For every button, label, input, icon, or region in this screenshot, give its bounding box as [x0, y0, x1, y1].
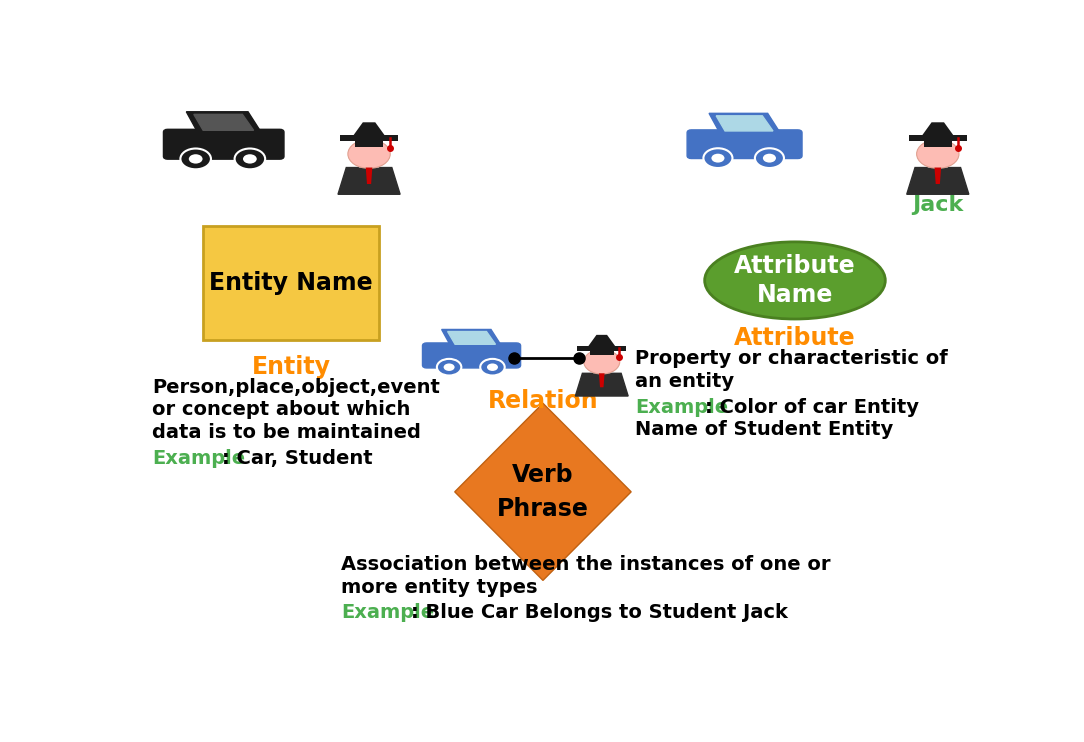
Polygon shape [340, 136, 398, 141]
Polygon shape [353, 122, 385, 136]
Polygon shape [359, 160, 379, 168]
FancyBboxPatch shape [164, 129, 284, 160]
Ellipse shape [705, 242, 886, 319]
Polygon shape [448, 332, 495, 344]
Circle shape [487, 364, 498, 371]
Circle shape [584, 349, 620, 374]
Polygon shape [590, 350, 614, 355]
Polygon shape [922, 122, 954, 136]
Polygon shape [441, 329, 502, 346]
Polygon shape [906, 168, 969, 194]
Text: or concept about which: or concept about which [152, 401, 411, 419]
Text: Name of Student Entity: Name of Student Entity [635, 421, 893, 439]
Polygon shape [599, 373, 605, 387]
Text: data is to be maintained: data is to be maintained [152, 423, 422, 442]
Text: Property or characteristic of: Property or characteristic of [635, 349, 948, 368]
Text: more entity types: more entity types [341, 577, 538, 597]
Polygon shape [186, 112, 261, 132]
Circle shape [480, 359, 505, 375]
Text: : Blue Car Belongs to Student Jack: : Blue Car Belongs to Student Jack [411, 603, 788, 623]
Polygon shape [717, 116, 773, 131]
Polygon shape [365, 168, 373, 184]
Polygon shape [455, 404, 631, 580]
FancyBboxPatch shape [423, 343, 520, 368]
Text: Attribute: Attribute [734, 326, 855, 350]
Text: Verb
Phrase: Verb Phrase [496, 463, 589, 521]
Text: Example: Example [635, 398, 728, 416]
Text: Example: Example [341, 603, 435, 623]
Circle shape [180, 148, 211, 169]
Polygon shape [194, 114, 254, 131]
Polygon shape [577, 346, 627, 350]
Circle shape [763, 154, 776, 162]
Circle shape [917, 139, 959, 168]
Polygon shape [354, 141, 383, 147]
Circle shape [348, 139, 390, 168]
Polygon shape [709, 114, 780, 133]
Circle shape [234, 148, 266, 169]
Text: Attribute
Name: Attribute Name [734, 254, 855, 307]
Polygon shape [338, 168, 400, 194]
Polygon shape [924, 141, 952, 147]
Polygon shape [934, 168, 941, 184]
Circle shape [437, 359, 462, 375]
Polygon shape [589, 335, 615, 346]
Text: Entity: Entity [251, 355, 331, 378]
Circle shape [711, 154, 724, 162]
Text: Entity Name: Entity Name [209, 272, 373, 295]
Circle shape [443, 364, 454, 371]
Text: : Car, Student: : Car, Student [222, 449, 373, 468]
Text: an entity: an entity [635, 372, 735, 391]
Circle shape [243, 154, 257, 163]
Polygon shape [928, 160, 948, 168]
Circle shape [189, 154, 203, 163]
Text: Person,place,object,event: Person,place,object,event [152, 378, 440, 396]
Text: Jack: Jack [912, 194, 964, 214]
FancyBboxPatch shape [687, 130, 802, 159]
Text: : Color of car Entity: : Color of car Entity [705, 398, 919, 416]
Text: Association between the instances of one or: Association between the instances of one… [341, 555, 830, 574]
FancyBboxPatch shape [203, 226, 379, 341]
Text: Relation: Relation [488, 389, 598, 413]
Text: Example: Example [152, 449, 245, 468]
Polygon shape [593, 367, 610, 373]
Polygon shape [576, 373, 628, 396]
Circle shape [704, 148, 733, 168]
Polygon shape [908, 136, 967, 141]
Circle shape [754, 148, 784, 168]
